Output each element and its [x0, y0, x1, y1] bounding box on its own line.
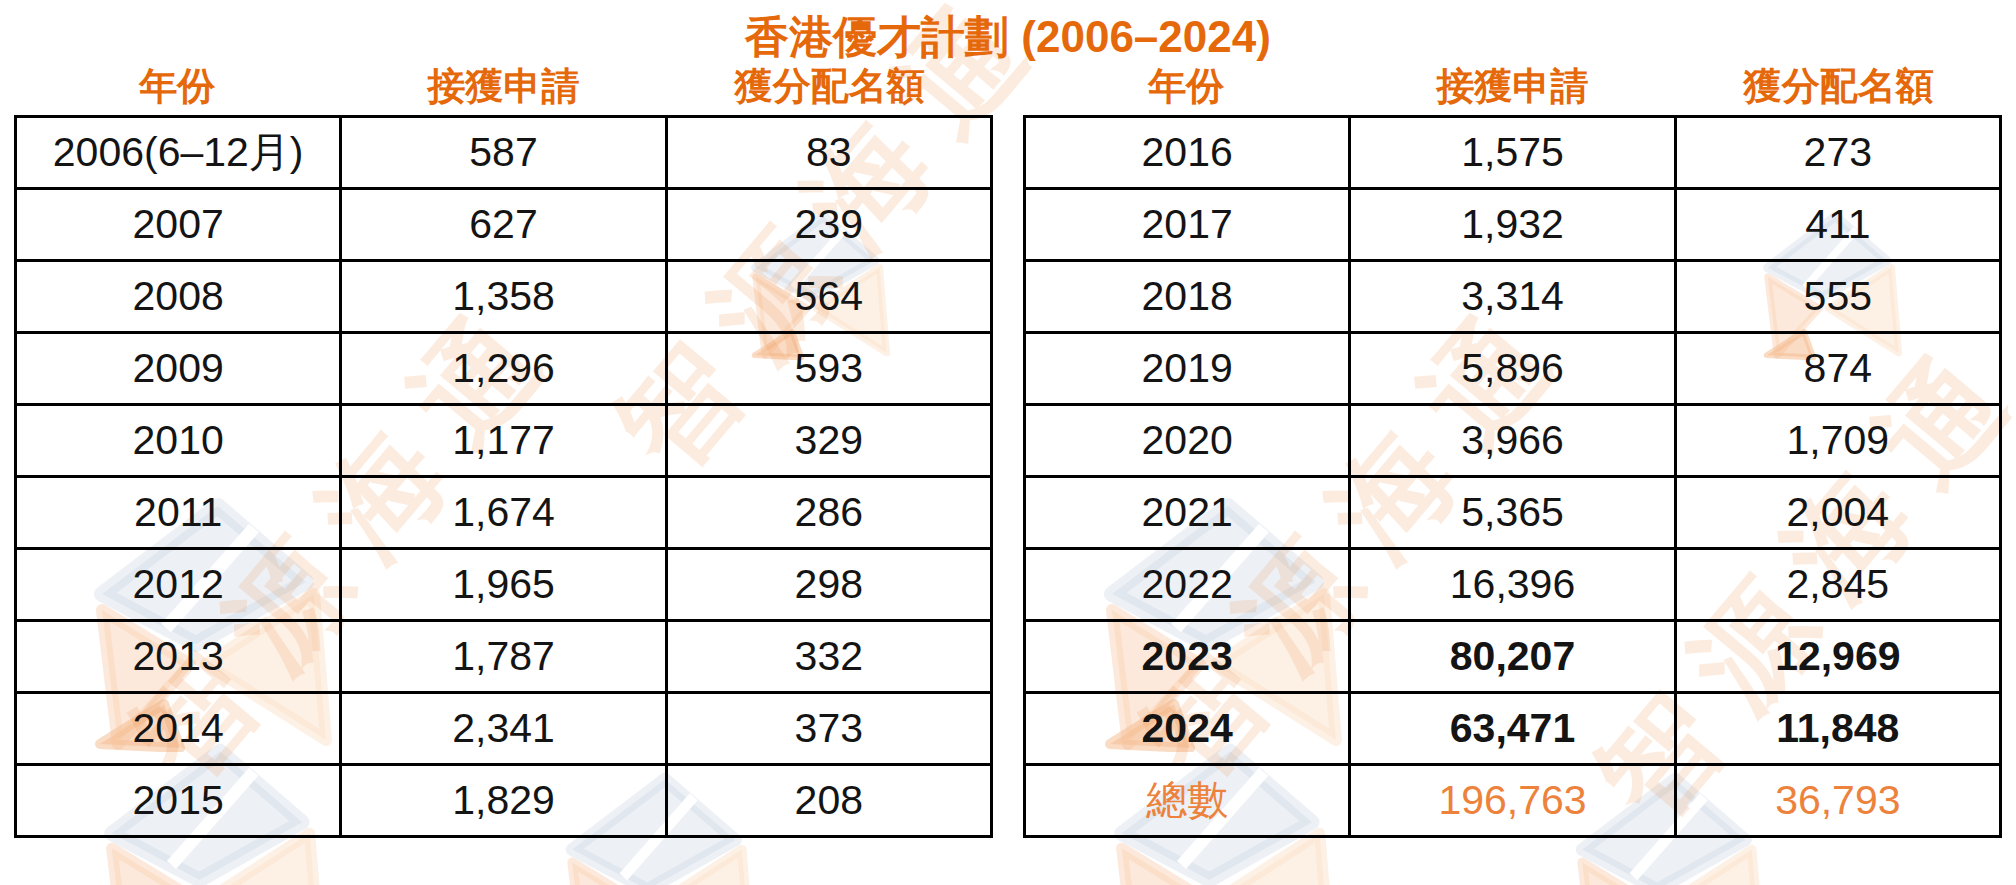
- table-row: 20183,314555: [1025, 261, 2001, 333]
- table-row: 202216,3962,845: [1025, 549, 2001, 621]
- table-row: 20195,896874: [1025, 333, 2001, 405]
- applications-cell: 5,896: [1350, 333, 1675, 405]
- quota-cell: 564: [666, 261, 991, 333]
- year-cell: 2006(6–12月): [16, 117, 341, 189]
- quota-cell: 36,793: [1675, 765, 2000, 837]
- quota-cell: 286: [666, 477, 991, 549]
- year-cell: 2009: [16, 333, 341, 405]
- column-header-quota: 獲分配名額: [667, 62, 993, 110]
- column-header-applications: 接獲申請: [1349, 62, 1675, 110]
- year-cell: 2021: [1025, 477, 1350, 549]
- page-title: 香港優才計劃 (2006–2024): [0, 8, 2016, 67]
- column-header-year: 年份: [14, 62, 340, 110]
- table-row: 2006(6–12月)58783: [16, 117, 992, 189]
- column-header-quota: 獲分配名額: [1676, 62, 2002, 110]
- table-header-row: 年份 接獲申請 獲分配名額: [14, 62, 993, 110]
- year-cell: 總數: [1025, 765, 1350, 837]
- applications-cell: 1,932: [1350, 189, 1675, 261]
- quota-cell: 2,845: [1675, 549, 2000, 621]
- applications-cell: 1,358: [341, 261, 666, 333]
- year-cell: 2018: [1025, 261, 1350, 333]
- table-2006-2015: 年份 接獲申請 獲分配名額 2006(6–12月)587832007627239…: [14, 62, 993, 838]
- table-row: 20215,3652,004: [1025, 477, 2001, 549]
- table-row: 20142,341373: [16, 693, 992, 765]
- year-cell: 2023: [1025, 621, 1350, 693]
- column-header-applications: 接獲申請: [340, 62, 666, 110]
- table-row: 20171,932411: [1025, 189, 2001, 261]
- quota-cell: 373: [666, 693, 991, 765]
- quota-cell: 411: [1675, 189, 2000, 261]
- table-row: 20131,787332: [16, 621, 992, 693]
- quota-cell: 239: [666, 189, 991, 261]
- year-cell: 2011: [16, 477, 341, 549]
- table-2016-2024: 年份 接獲申請 獲分配名額 20161,57527320171,93241120…: [1023, 62, 2002, 838]
- quota-cell: 83: [666, 117, 991, 189]
- table-header-row: 年份 接獲申請 獲分配名額: [1023, 62, 2002, 110]
- applications-cell: 3,314: [1350, 261, 1675, 333]
- quota-cell: 2,004: [1675, 477, 2000, 549]
- table-row: 202380,20712,969: [1025, 621, 2001, 693]
- year-cell: 2015: [16, 765, 341, 837]
- quota-cell: 555: [1675, 261, 2000, 333]
- year-cell: 2019: [1025, 333, 1350, 405]
- applications-cell: 16,396: [1350, 549, 1675, 621]
- table-row: 20151,829208: [16, 765, 992, 837]
- quota-cell: 593: [666, 333, 991, 405]
- quota-cell: 298: [666, 549, 991, 621]
- data-table-right: 20161,57527320171,93241120183,3145552019…: [1023, 115, 2002, 838]
- quota-cell: 332: [666, 621, 991, 693]
- year-cell: 2007: [16, 189, 341, 261]
- applications-cell: 2,341: [341, 693, 666, 765]
- applications-cell: 3,966: [1350, 405, 1675, 477]
- year-cell: 2012: [16, 549, 341, 621]
- year-cell: 2017: [1025, 189, 1350, 261]
- column-header-year: 年份: [1023, 62, 1349, 110]
- applications-cell: 63,471: [1350, 693, 1675, 765]
- table-row: 20161,575273: [1025, 117, 2001, 189]
- table-row: 20101,177329: [16, 405, 992, 477]
- table-row: 20111,674286: [16, 477, 992, 549]
- applications-cell: 1,829: [341, 765, 666, 837]
- year-cell: 2014: [16, 693, 341, 765]
- year-cell: 2013: [16, 621, 341, 693]
- quota-cell: 11,848: [1675, 693, 2000, 765]
- data-table-left: 2006(6–12月)58783200762723920081,35856420…: [14, 115, 993, 838]
- table-row: 2007627239: [16, 189, 992, 261]
- applications-cell: 1,575: [1350, 117, 1675, 189]
- year-cell: 2010: [16, 405, 341, 477]
- table-row: 20081,358564: [16, 261, 992, 333]
- table-row: 20091,296593: [16, 333, 992, 405]
- applications-cell: 587: [341, 117, 666, 189]
- quota-cell: 329: [666, 405, 991, 477]
- applications-cell: 1,787: [341, 621, 666, 693]
- year-cell: 2022: [1025, 549, 1350, 621]
- table-row: 20203,9661,709: [1025, 405, 2001, 477]
- applications-cell: 196,763: [1350, 765, 1675, 837]
- applications-cell: 1,965: [341, 549, 666, 621]
- table-row: 202463,47111,848: [1025, 693, 2001, 765]
- table-row: 20121,965298: [16, 549, 992, 621]
- year-cell: 2020: [1025, 405, 1350, 477]
- applications-cell: 1,674: [341, 477, 666, 549]
- quota-cell: 1,709: [1675, 405, 2000, 477]
- quota-cell: 12,969: [1675, 621, 2000, 693]
- applications-cell: 5,365: [1350, 477, 1675, 549]
- quota-cell: 874: [1675, 333, 2000, 405]
- year-cell: 2008: [16, 261, 341, 333]
- quota-cell: 208: [666, 765, 991, 837]
- applications-cell: 80,207: [1350, 621, 1675, 693]
- table-total-row: 總數196,76336,793: [1025, 765, 2001, 837]
- applications-cell: 627: [341, 189, 666, 261]
- year-cell: 2016: [1025, 117, 1350, 189]
- quota-cell: 273: [1675, 117, 2000, 189]
- applications-cell: 1,177: [341, 405, 666, 477]
- applications-cell: 1,296: [341, 333, 666, 405]
- year-cell: 2024: [1025, 693, 1350, 765]
